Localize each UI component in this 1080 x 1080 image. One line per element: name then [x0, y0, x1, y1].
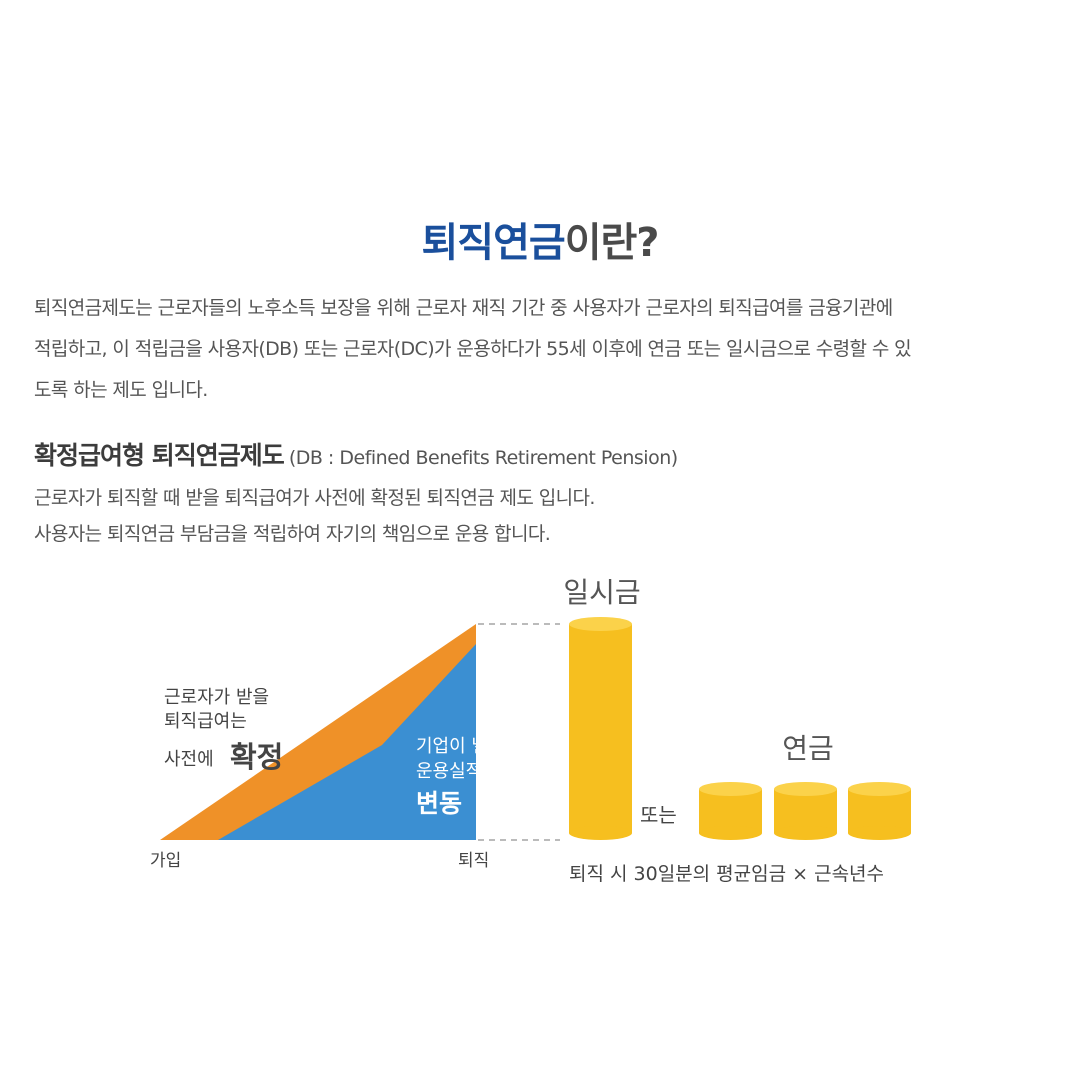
fixed-label-emph: 확정: [230, 740, 283, 774]
db-heading-text: 확정급여형 퇴직연금제도: [34, 441, 285, 470]
lump-sum-label: 일시금: [563, 576, 640, 609]
intro-line: 퇴직연금제도는 근로자들의 노후소득 보장을 위해 근로자 재직 기간 중 사용…: [34, 297, 893, 319]
variable-label-line: 기업이 낼 부담금은: [416, 736, 560, 757]
page-title-rest: 이란?: [564, 220, 660, 266]
benefit-formula: 퇴직 시 30일분의 평균임금 × 근속년수: [569, 863, 884, 885]
pension-coin: [848, 782, 911, 840]
variable-label-emph: 변동: [416, 789, 462, 818]
pension-label: 연금: [782, 732, 834, 765]
axis-end-label: 퇴직: [458, 851, 489, 871]
db-desc-line: 사용자는 퇴직연금 부담금을 적립하여 자기의 책임으로 운용 합니다.: [34, 523, 551, 545]
variable-label-line: 운용실적에 따라: [416, 761, 538, 782]
pension-coin: [774, 782, 837, 840]
fixed-label-prefix: 사전에: [164, 749, 214, 770]
variable-contribution-area: [218, 644, 476, 840]
fixed-label-line: 근로자가 받을: [164, 687, 269, 708]
fixed-label-line: 퇴직급여는: [164, 711, 247, 732]
db-diagram: 근로자가 받을 퇴직급여는 사전에 확정 기업이 낼 부담금은 운용실적에 따라…: [150, 576, 911, 885]
db-description: 근로자가 퇴직할 때 받을 퇴직급여가 사전에 확정된 퇴직연금 제도 입니다.…: [34, 480, 595, 552]
or-label: 또는: [640, 803, 677, 827]
intro-line: 도록 하는 제도 입니다.: [34, 379, 208, 401]
page-title: 퇴직연금이란?: [0, 210, 1080, 268]
pension-coin: [699, 782, 762, 840]
intro-paragraph: 퇴직연금제도는 근로자들의 노후소득 보장을 위해 근로자 재직 기간 중 사용…: [34, 288, 1049, 411]
db-desc-line: 근로자가 퇴직할 때 받을 퇴직급여가 사전에 확정된 퇴직연금 제도 입니다.: [34, 487, 595, 509]
intro-line: 적립하고, 이 적립금을 사용자(DB) 또는 근로자(DC)가 운용하다가 5…: [34, 338, 912, 360]
db-heading-paren: (DB : Defined Benefits Retirement Pensio…: [288, 447, 678, 469]
db-section-heading: 확정급여형 퇴직연금제도 (DB : Defined Benefits Reti…: [34, 436, 678, 472]
lump-sum-cylinder: [569, 617, 632, 840]
axis-start-label: 가입: [150, 851, 181, 871]
page-title-highlight: 퇴직연금: [421, 220, 565, 266]
